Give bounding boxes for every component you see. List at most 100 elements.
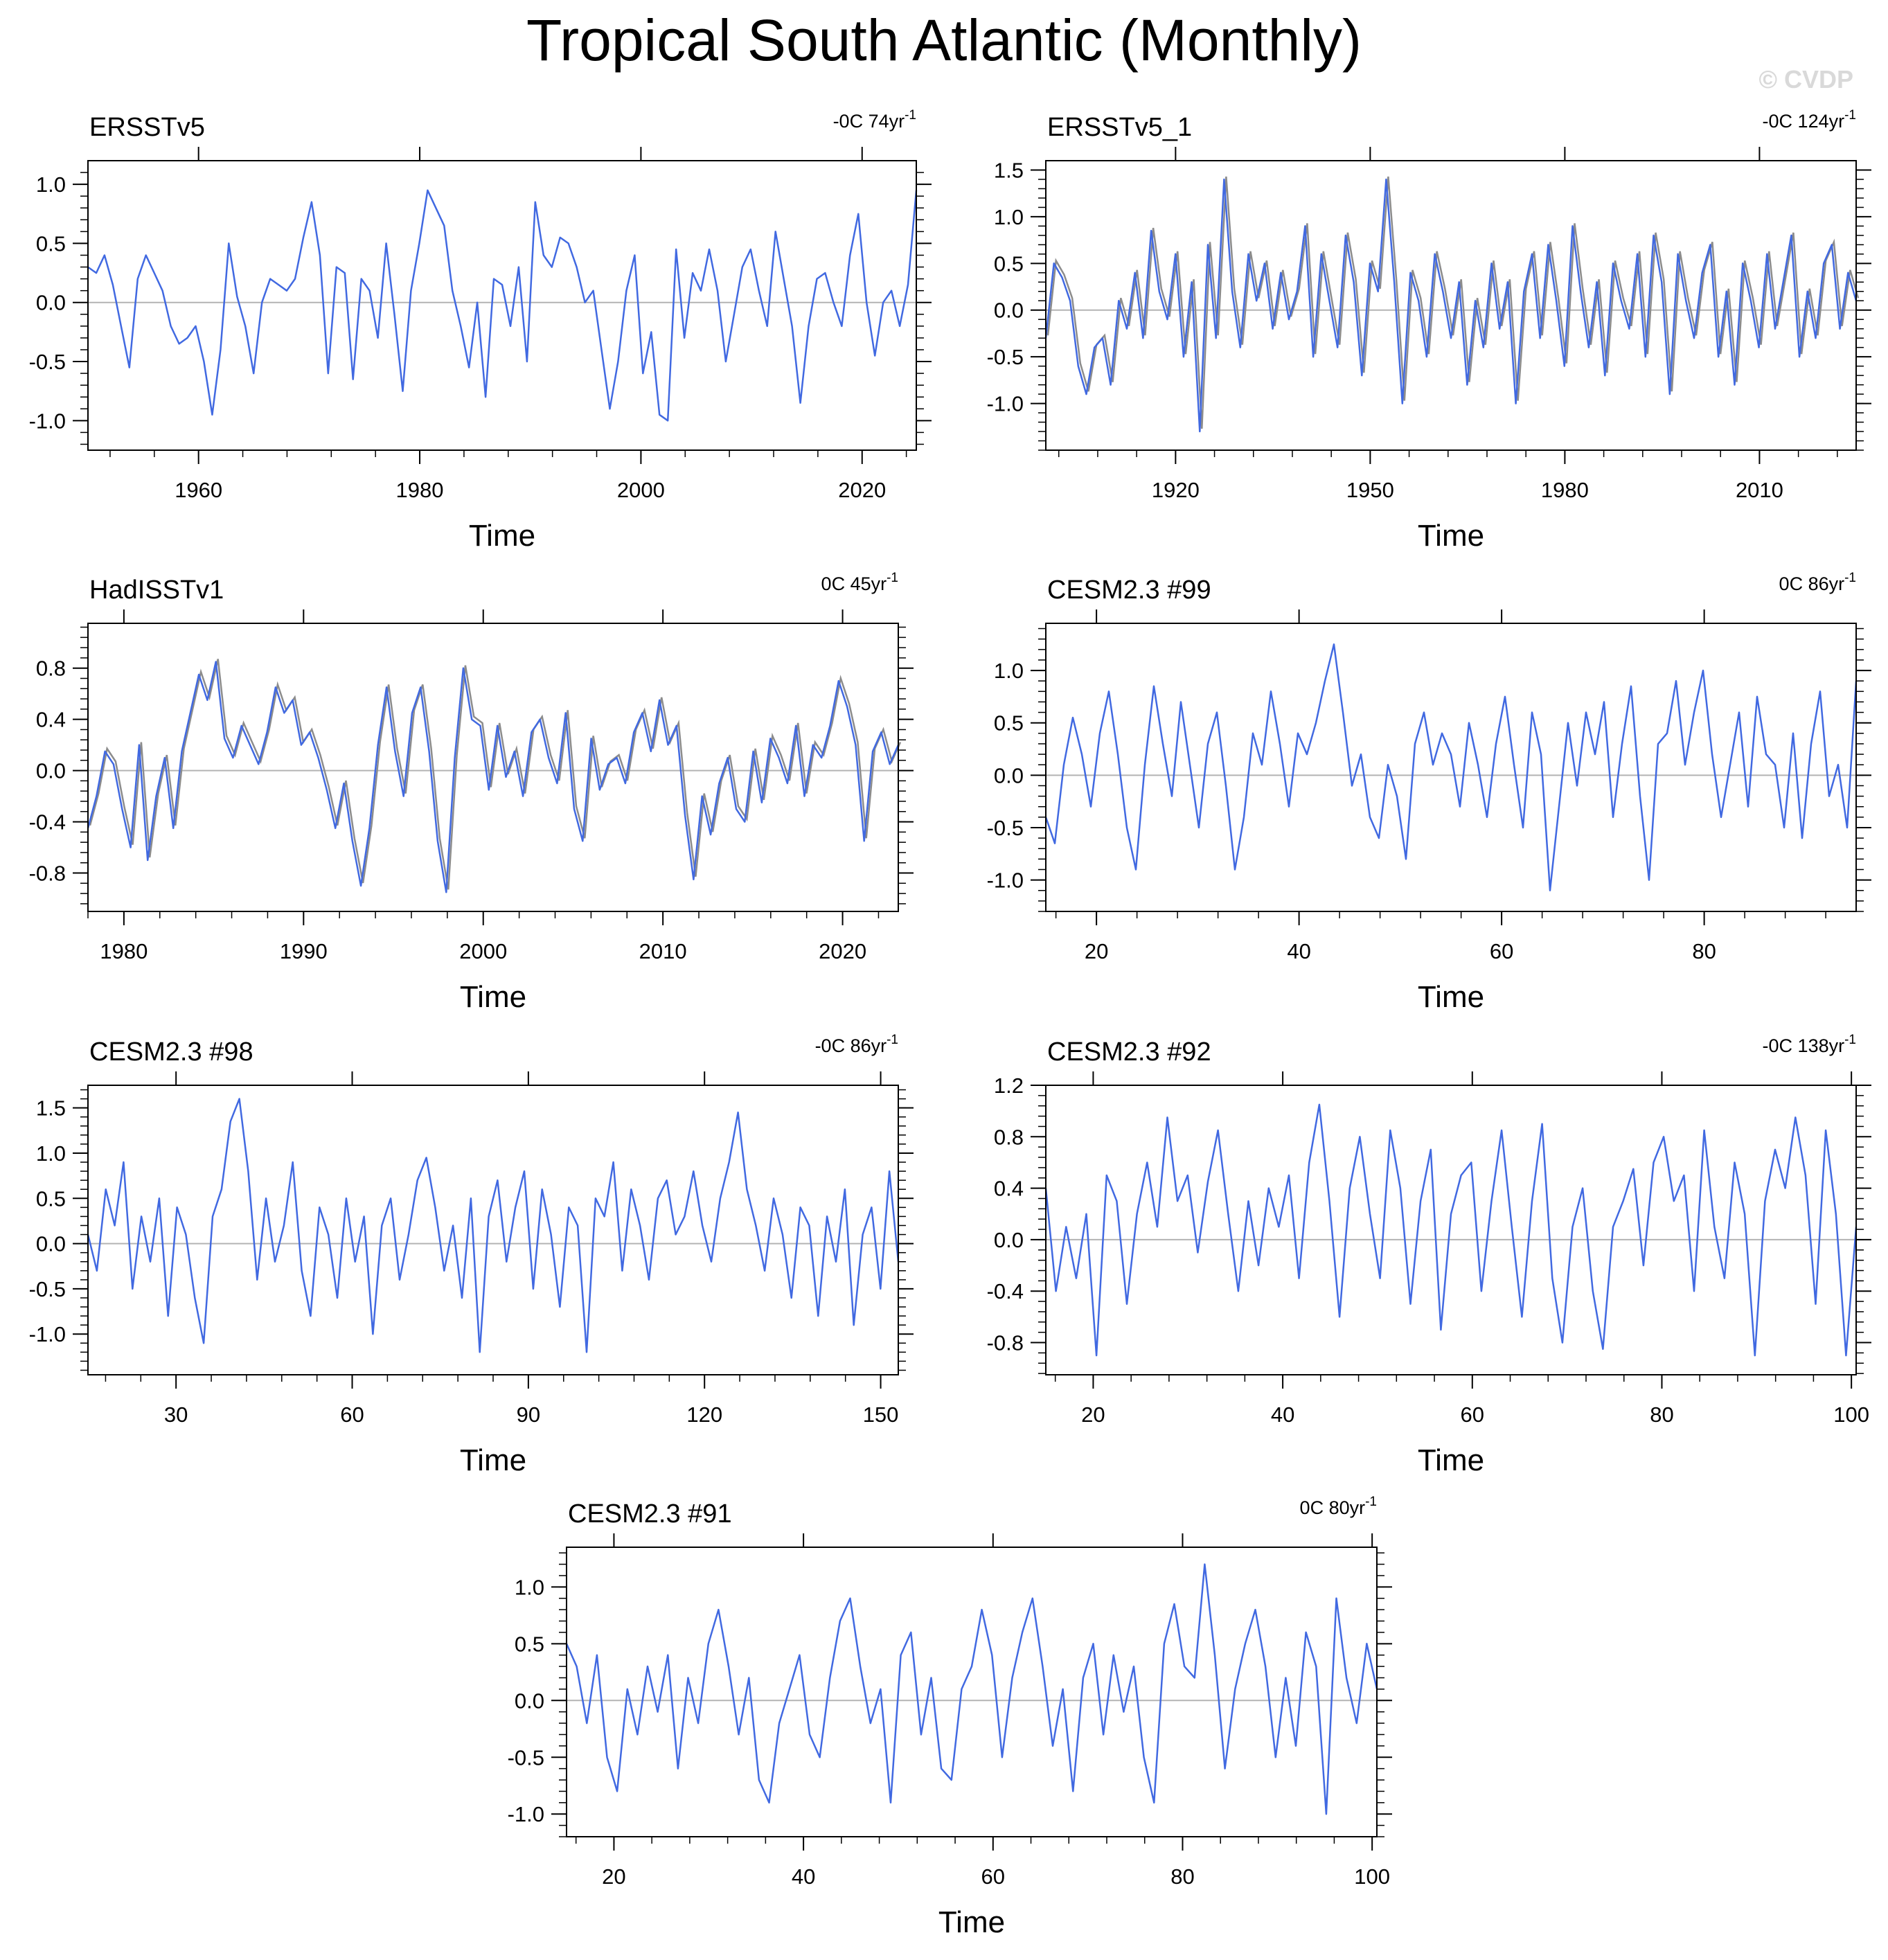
- panel-2: -1.0 -0.5 0.0 0.5 1.0 1.5 1920 1950 1980 2010 ERSS…: [987, 108, 1871, 553]
- plot-frame: [1045, 160, 1857, 451]
- x-tick-label: 1980: [396, 478, 444, 502]
- x-axis-label: Time: [1418, 519, 1484, 553]
- trend-label-superscript: -1: [1844, 1033, 1856, 1047]
- y-tick-label: -0.5: [29, 350, 66, 374]
- trend-label: 0C 86yr-1: [1779, 571, 1856, 594]
- plot-frame: [87, 623, 899, 912]
- y-tick-label: 1.2: [994, 1073, 1024, 1098]
- series-line-1: [87, 189, 918, 422]
- x-tick-label: 1950: [1346, 478, 1394, 502]
- trend-label-text: -0C 86yr: [815, 1035, 887, 1056]
- trend-label: 0C 80yr-1: [1300, 1495, 1377, 1518]
- x-tick-label: 80: [1692, 939, 1716, 963]
- x-tick-label: 40: [792, 1864, 815, 1889]
- plot-frame: [87, 160, 917, 451]
- y-tick-label: 0.4: [36, 708, 66, 732]
- panel-7: -1.0 -0.5 0.0 0.5 1.0 20 40 60 80 100 CESM2.3 #91 0…: [508, 1495, 1392, 1939]
- trend-label-superscript: -1: [905, 108, 916, 123]
- x-tick-label: 30: [164, 1402, 188, 1427]
- trend-label-text: -0C 124yr: [1763, 111, 1845, 132]
- trend-label-text: -0C 138yr: [1763, 1035, 1845, 1056]
- trend-label-superscript: -1: [887, 1033, 898, 1047]
- x-tick-label: 2020: [838, 478, 886, 502]
- y-tick-label: -0.4: [987, 1279, 1024, 1303]
- y-tick-label: 0.8: [36, 657, 66, 681]
- x-tick-label: 1920: [1152, 478, 1200, 502]
- y-tick-label: 0.5: [994, 711, 1024, 736]
- y-tick-label: 0.5: [994, 251, 1024, 276]
- x-tick-label: 60: [1461, 1402, 1484, 1427]
- panel-1: -1.0 -0.5 0.0 0.5 1.0 1960 1980 2000 2020 ERSSTv5…: [29, 108, 932, 553]
- panel-6: -0.8 -0.4 0.0 0.4 0.8 1.2 20 40 60 80 100 CESM2.3 #…: [987, 1033, 1871, 1477]
- y-tick-label: 1.0: [515, 1575, 544, 1599]
- trend-label-superscript: -1: [887, 571, 898, 585]
- y-tick-label: 0.0: [515, 1689, 544, 1713]
- watermark: © CVDP: [1758, 65, 1853, 93]
- page-title: Tropical South Atlantic (Monthly): [526, 8, 1362, 73]
- x-tick-label: 60: [1490, 939, 1513, 963]
- y-tick-label: 0.8: [994, 1125, 1024, 1149]
- x-axis-label: Time: [1418, 980, 1484, 1014]
- trend-label-text: -0C 74yr: [833, 111, 905, 132]
- y-tick-label: -0.5: [987, 816, 1024, 840]
- y-tick-label: 1.0: [994, 205, 1024, 229]
- y-tick-label: -1.0: [987, 392, 1024, 416]
- y-tick-label: 0.0: [994, 763, 1024, 787]
- trend-label-text: 0C 80yr: [1300, 1497, 1366, 1518]
- x-tick-label: 2010: [639, 939, 687, 963]
- panel-4: -1.0 -0.5 0.0 0.5 1.0 20 40 60 80 CESM2.3 #99 0C 8…: [987, 571, 1871, 1014]
- x-tick-label: 40: [1271, 1402, 1294, 1427]
- y-tick-label: 1.0: [36, 172, 66, 197]
- x-axis-label: Time: [460, 1443, 526, 1477]
- x-tick-label: 1990: [280, 939, 328, 963]
- y-tick-label: 0.4: [994, 1177, 1024, 1201]
- y-tick-label: -1.0: [987, 868, 1024, 893]
- y-tick-label: 1.5: [994, 158, 1024, 182]
- plot-frame: [1045, 1085, 1857, 1375]
- y-tick-label: -1.0: [508, 1802, 544, 1826]
- x-tick-label: 2010: [1736, 478, 1783, 502]
- series-line-1: [1044, 1103, 1858, 1357]
- x-tick-label: 60: [981, 1864, 1005, 1889]
- x-axis-label: Time: [938, 1905, 1005, 1939]
- y-tick-label: -1.0: [29, 1322, 66, 1346]
- x-tick-label: 2000: [459, 939, 507, 963]
- x-tick-label: 60: [340, 1402, 364, 1427]
- trend-label: -0C 124yr-1: [1763, 108, 1856, 132]
- y-tick-label: 1.5: [36, 1096, 66, 1121]
- y-tick-label: 0.0: [36, 759, 66, 783]
- x-axis-label: Time: [460, 980, 526, 1014]
- panel-title: CESM2.3 #91: [568, 1499, 732, 1529]
- x-tick-label: 1980: [100, 939, 148, 963]
- trend-label-superscript: -1: [1365, 1495, 1377, 1509]
- y-tick-label: -0.5: [508, 1745, 544, 1770]
- panel-3: -0.8 -0.4 0.0 0.4 0.8 1980 1990 2000 2010 2020 Had…: [29, 571, 914, 1014]
- series-line-1: [565, 1563, 1378, 1815]
- plot-frame: [566, 1547, 1378, 1837]
- x-tick-label: 100: [1354, 1864, 1390, 1889]
- y-tick-label: 0.0: [36, 1232, 66, 1256]
- y-tick-label: 0.0: [994, 299, 1024, 323]
- trend-label: -0C 138yr-1: [1763, 1033, 1856, 1056]
- x-tick-label: 120: [686, 1402, 722, 1427]
- y-tick-label: -0.8: [987, 1331, 1024, 1355]
- y-tick-label: -0.5: [29, 1277, 66, 1301]
- trend-label: 0C 45yr-1: [821, 571, 898, 594]
- x-tick-label: 20: [602, 1864, 625, 1889]
- trend-label-superscript: -1: [1844, 571, 1856, 585]
- trend-label: -0C 86yr-1: [815, 1033, 898, 1056]
- x-tick-label: 2000: [617, 478, 665, 502]
- trend-label-superscript: -1: [1844, 108, 1856, 123]
- panel-title: ERSSTv5_1: [1047, 113, 1192, 142]
- trend-label-text: 0C 86yr: [1779, 573, 1845, 594]
- x-tick-label: 1980: [1541, 478, 1589, 502]
- series-line-1: [1044, 643, 1858, 891]
- x-tick-label: 40: [1287, 939, 1310, 963]
- plot-frame: [87, 1085, 899, 1375]
- y-tick-label: -0.8: [29, 862, 66, 886]
- x-tick-label: 1960: [175, 478, 222, 502]
- y-tick-label: 0.5: [515, 1632, 544, 1656]
- trend-label-text: 0C 45yr: [821, 573, 887, 594]
- x-tick-label: 80: [1170, 1864, 1194, 1889]
